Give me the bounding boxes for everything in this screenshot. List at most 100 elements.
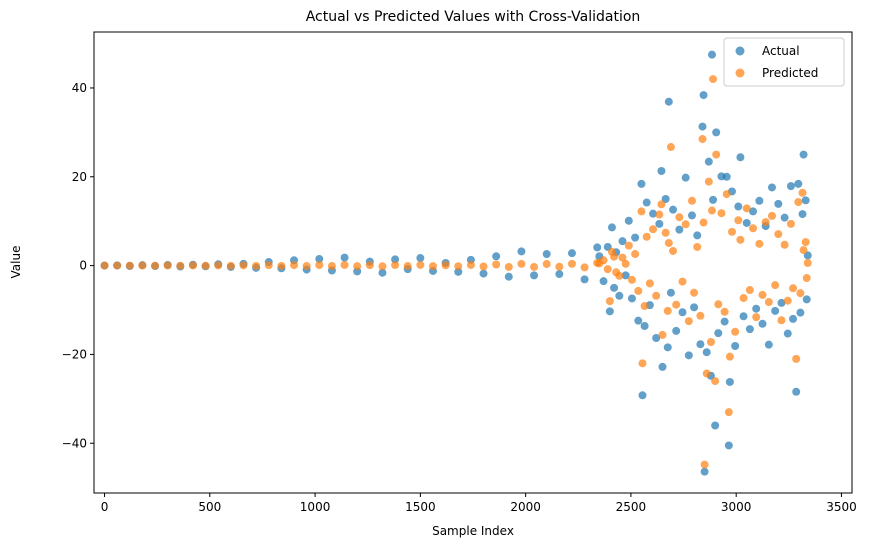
point — [803, 258, 812, 267]
point — [618, 237, 627, 246]
point — [605, 307, 614, 316]
point — [664, 97, 673, 106]
point — [226, 261, 235, 270]
point — [700, 467, 709, 476]
point — [624, 216, 633, 225]
point — [702, 348, 711, 357]
point — [663, 306, 672, 315]
point — [711, 377, 720, 386]
y-tick-label: 20 — [72, 170, 87, 184]
point — [752, 304, 761, 313]
point — [796, 308, 805, 317]
point — [239, 261, 248, 270]
point — [201, 261, 210, 270]
x-tick-label: 3500 — [826, 500, 857, 514]
point — [739, 294, 748, 303]
point — [764, 340, 773, 349]
point — [176, 261, 185, 270]
point — [113, 261, 122, 270]
point — [771, 306, 780, 315]
point — [736, 153, 745, 162]
point — [666, 143, 675, 152]
point — [631, 233, 640, 242]
x-tick-label: 2000 — [510, 500, 541, 514]
point — [734, 202, 743, 211]
point — [530, 262, 539, 271]
point — [340, 253, 349, 262]
point — [731, 327, 740, 336]
point — [365, 261, 374, 270]
point — [742, 218, 751, 227]
point — [717, 209, 726, 218]
point — [428, 262, 437, 271]
point — [783, 329, 792, 338]
point — [727, 227, 736, 236]
point — [610, 252, 619, 261]
point — [638, 391, 647, 400]
point — [391, 261, 400, 270]
point — [774, 230, 783, 239]
point — [714, 329, 723, 338]
point — [353, 262, 362, 271]
point — [712, 150, 721, 159]
point — [151, 261, 160, 270]
point — [786, 219, 795, 228]
x-tick-label: 3000 — [721, 500, 752, 514]
point — [631, 250, 640, 259]
point — [315, 254, 324, 263]
point — [391, 255, 400, 264]
point — [707, 50, 716, 59]
point — [603, 265, 612, 274]
point — [663, 343, 672, 352]
point — [799, 150, 808, 159]
y-tick-label: 40 — [72, 81, 87, 95]
point — [792, 354, 801, 363]
point — [681, 220, 690, 229]
point — [777, 316, 786, 325]
point — [580, 275, 589, 284]
point — [264, 261, 273, 270]
point — [687, 211, 696, 220]
x-axis-label: Sample Index — [432, 524, 514, 538]
point — [777, 298, 786, 307]
point — [138, 261, 147, 270]
point — [627, 275, 636, 284]
point — [664, 238, 673, 247]
point — [789, 314, 798, 323]
point — [774, 199, 783, 208]
point — [684, 317, 693, 326]
point — [799, 246, 808, 255]
point — [492, 252, 501, 261]
point — [416, 254, 425, 263]
point — [315, 260, 324, 269]
point — [722, 190, 731, 199]
point — [755, 196, 764, 205]
point — [724, 441, 733, 450]
point — [327, 262, 336, 271]
point — [681, 173, 690, 182]
point — [690, 303, 699, 312]
point — [722, 172, 731, 181]
legend-label: Actual — [762, 44, 800, 58]
point — [555, 262, 564, 271]
point — [645, 279, 654, 288]
point — [441, 261, 450, 270]
point — [621, 259, 630, 268]
point — [780, 240, 789, 249]
point — [725, 352, 734, 361]
y-tick-label: −40 — [62, 436, 87, 450]
point — [492, 260, 501, 269]
point — [731, 341, 740, 350]
point — [706, 337, 715, 346]
point — [649, 209, 658, 218]
point — [640, 322, 649, 331]
point — [657, 167, 666, 176]
point — [675, 225, 684, 234]
point — [302, 262, 311, 271]
point — [794, 179, 803, 188]
point — [720, 317, 729, 326]
point — [599, 277, 608, 286]
point — [796, 289, 805, 298]
